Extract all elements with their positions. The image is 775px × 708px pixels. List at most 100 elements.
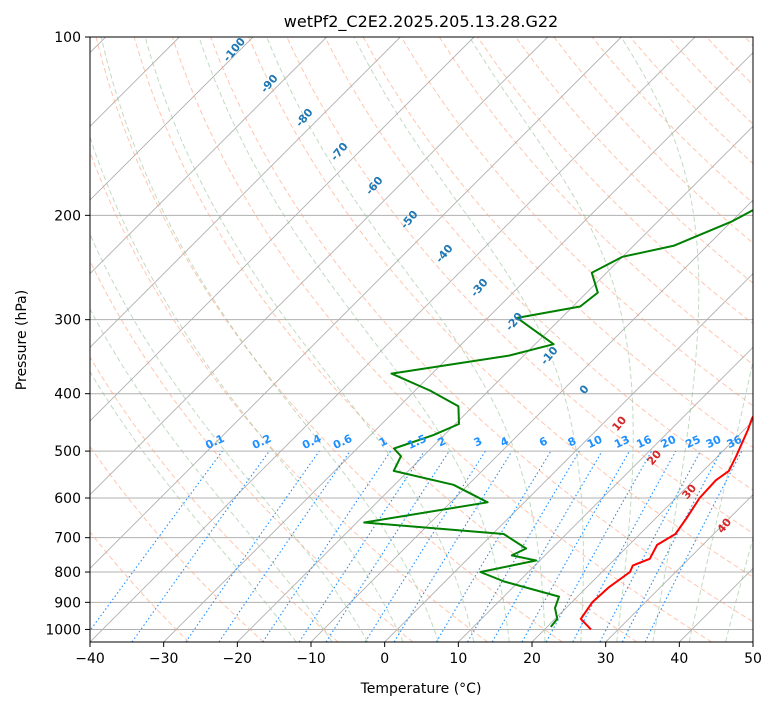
dry-adiabat bbox=[553, 37, 753, 244]
isotherm-line bbox=[605, 494, 753, 642]
isotherm-line bbox=[90, 37, 401, 348]
moist-adiabat bbox=[198, 37, 510, 642]
x-tick-label: −10 bbox=[296, 651, 326, 667]
mixing-ratio-line bbox=[599, 450, 701, 642]
y-tick-label: 1000 bbox=[45, 622, 81, 638]
mixing-ratio-label: 20 bbox=[659, 433, 679, 451]
dry-adiabat bbox=[90, 356, 339, 642]
isotherm-line bbox=[90, 37, 254, 201]
x-axis-label: Temperature (°C) bbox=[360, 681, 482, 697]
moist-adiabat bbox=[353, 37, 584, 642]
moist-adiabat bbox=[266, 37, 546, 642]
x-tick-label: 0 bbox=[380, 651, 389, 667]
dry-adiabat bbox=[706, 37, 753, 86]
dry-adiabat-label: -80 bbox=[293, 106, 316, 130]
x-tick-label: −20 bbox=[223, 651, 253, 667]
mixing-ratio-line bbox=[572, 450, 677, 642]
y-tick-label: 100 bbox=[54, 30, 81, 46]
x-tick-label: 40 bbox=[670, 651, 688, 667]
plot-frame bbox=[89, 36, 754, 643]
x-tick-label: 30 bbox=[597, 651, 615, 667]
isopleth-labels: -100-90-80-70-60-50-40-30-20-10010203040… bbox=[203, 35, 745, 536]
moist-adiabat bbox=[90, 308, 333, 642]
dry-adiabat-label: -100 bbox=[220, 35, 248, 65]
mixing-ratio-label: 0.6 bbox=[331, 432, 354, 452]
mixing-ratio-label: 6 bbox=[537, 434, 550, 449]
mixing-ratio-line bbox=[262, 450, 392, 642]
dry-adiabat-label: -50 bbox=[398, 208, 421, 232]
mixing-ratio-line bbox=[90, 450, 223, 632]
dry-adiabat bbox=[400, 37, 753, 407]
mixing-ratio-line bbox=[521, 450, 630, 642]
isotherm-line bbox=[237, 125, 753, 642]
dry-adiabat bbox=[90, 150, 488, 642]
mixing-ratio-label: 13 bbox=[612, 433, 631, 451]
dry-adiabat bbox=[210, 37, 753, 623]
mixing-ratio-line bbox=[545, 450, 653, 642]
isotherm-line bbox=[90, 37, 548, 496]
dry-adiabat-label: 10 bbox=[609, 413, 629, 433]
dry-adiabat bbox=[438, 37, 753, 366]
mixing-ratio-line bbox=[467, 450, 580, 642]
dry-adiabat bbox=[591, 37, 753, 204]
mixing-ratio-label: 8 bbox=[566, 434, 578, 449]
y-tick-label: 900 bbox=[54, 595, 81, 611]
isotherm-line bbox=[90, 37, 475, 422]
dry-adiabat bbox=[90, 259, 414, 642]
mixing-ratio-label: 0.4 bbox=[300, 432, 323, 452]
dry-adiabat-label: -40 bbox=[433, 242, 456, 266]
dry-adiabat-label: -30 bbox=[468, 276, 491, 300]
y-tick-label: 500 bbox=[54, 444, 81, 460]
y-axis: 1000 900 800 700 600 500 400 300 200 100 bbox=[45, 30, 90, 638]
dry-adiabat-label: 0 bbox=[577, 382, 592, 396]
isotherm-line bbox=[90, 37, 696, 642]
series-layer bbox=[363, 209, 753, 631]
dewpoint-profile-line bbox=[363, 209, 753, 628]
background-lines bbox=[90, 37, 753, 642]
x-tick-label: 20 bbox=[523, 651, 541, 667]
isotherm-line bbox=[531, 420, 753, 642]
y-tick-label: 400 bbox=[54, 387, 81, 403]
mixing-ratio-line bbox=[393, 450, 513, 642]
dry-adiabat bbox=[324, 37, 753, 491]
y-tick-label: 300 bbox=[54, 313, 81, 329]
dry-adiabat bbox=[515, 37, 753, 284]
dry-adiabat bbox=[95, 37, 563, 642]
x-axis: −40 −30 −20 −10 0 10 20 30 40 50 bbox=[75, 642, 762, 667]
moist-adiabat bbox=[144, 37, 475, 642]
mixing-ratio-label: 25 bbox=[683, 433, 702, 451]
moist-adiabat bbox=[100, 37, 439, 642]
dry-adiabat-label: -70 bbox=[328, 140, 351, 164]
isotherm-line bbox=[384, 273, 753, 642]
dry-adiabat bbox=[248, 37, 753, 578]
y-tick-label: 600 bbox=[54, 491, 81, 507]
mixing-ratio-label: 30 bbox=[704, 433, 724, 451]
mixing-ratio-label: 0.2 bbox=[250, 432, 273, 452]
dry-adiabat bbox=[744, 37, 753, 47]
isotherm-line bbox=[679, 567, 753, 642]
y-tick-label: 800 bbox=[54, 565, 81, 581]
temperature-profile-line bbox=[579, 414, 753, 631]
mixing-ratio-line bbox=[218, 450, 351, 642]
x-tick-label: 50 bbox=[744, 651, 762, 667]
moist-adiabat bbox=[469, 37, 634, 642]
moist-adiabat bbox=[725, 536, 753, 642]
isotherm-line bbox=[458, 346, 753, 642]
isotherm-line bbox=[752, 641, 753, 642]
y-tick-label: 700 bbox=[54, 531, 81, 547]
dry-adiabat-label: 20 bbox=[644, 447, 664, 467]
mixing-ratio-line bbox=[644, 450, 743, 642]
mixing-ratio-label: 16 bbox=[634, 433, 654, 451]
dry-adiabat bbox=[90, 445, 264, 642]
dry-adiabat bbox=[171, 37, 712, 642]
dry-adiabat bbox=[90, 531, 190, 642]
mixing-ratio-line bbox=[621, 450, 722, 642]
mixing-ratio-label: 36 bbox=[725, 433, 745, 451]
dry-adiabat bbox=[668, 37, 753, 125]
y-axis-label: Pressure (hPa) bbox=[14, 290, 30, 390]
x-tick-label: −40 bbox=[75, 651, 105, 667]
dry-adiabat-label: -60 bbox=[363, 174, 386, 198]
dry-adiabat-label: 40 bbox=[714, 515, 734, 535]
isotherm-line bbox=[310, 199, 753, 642]
